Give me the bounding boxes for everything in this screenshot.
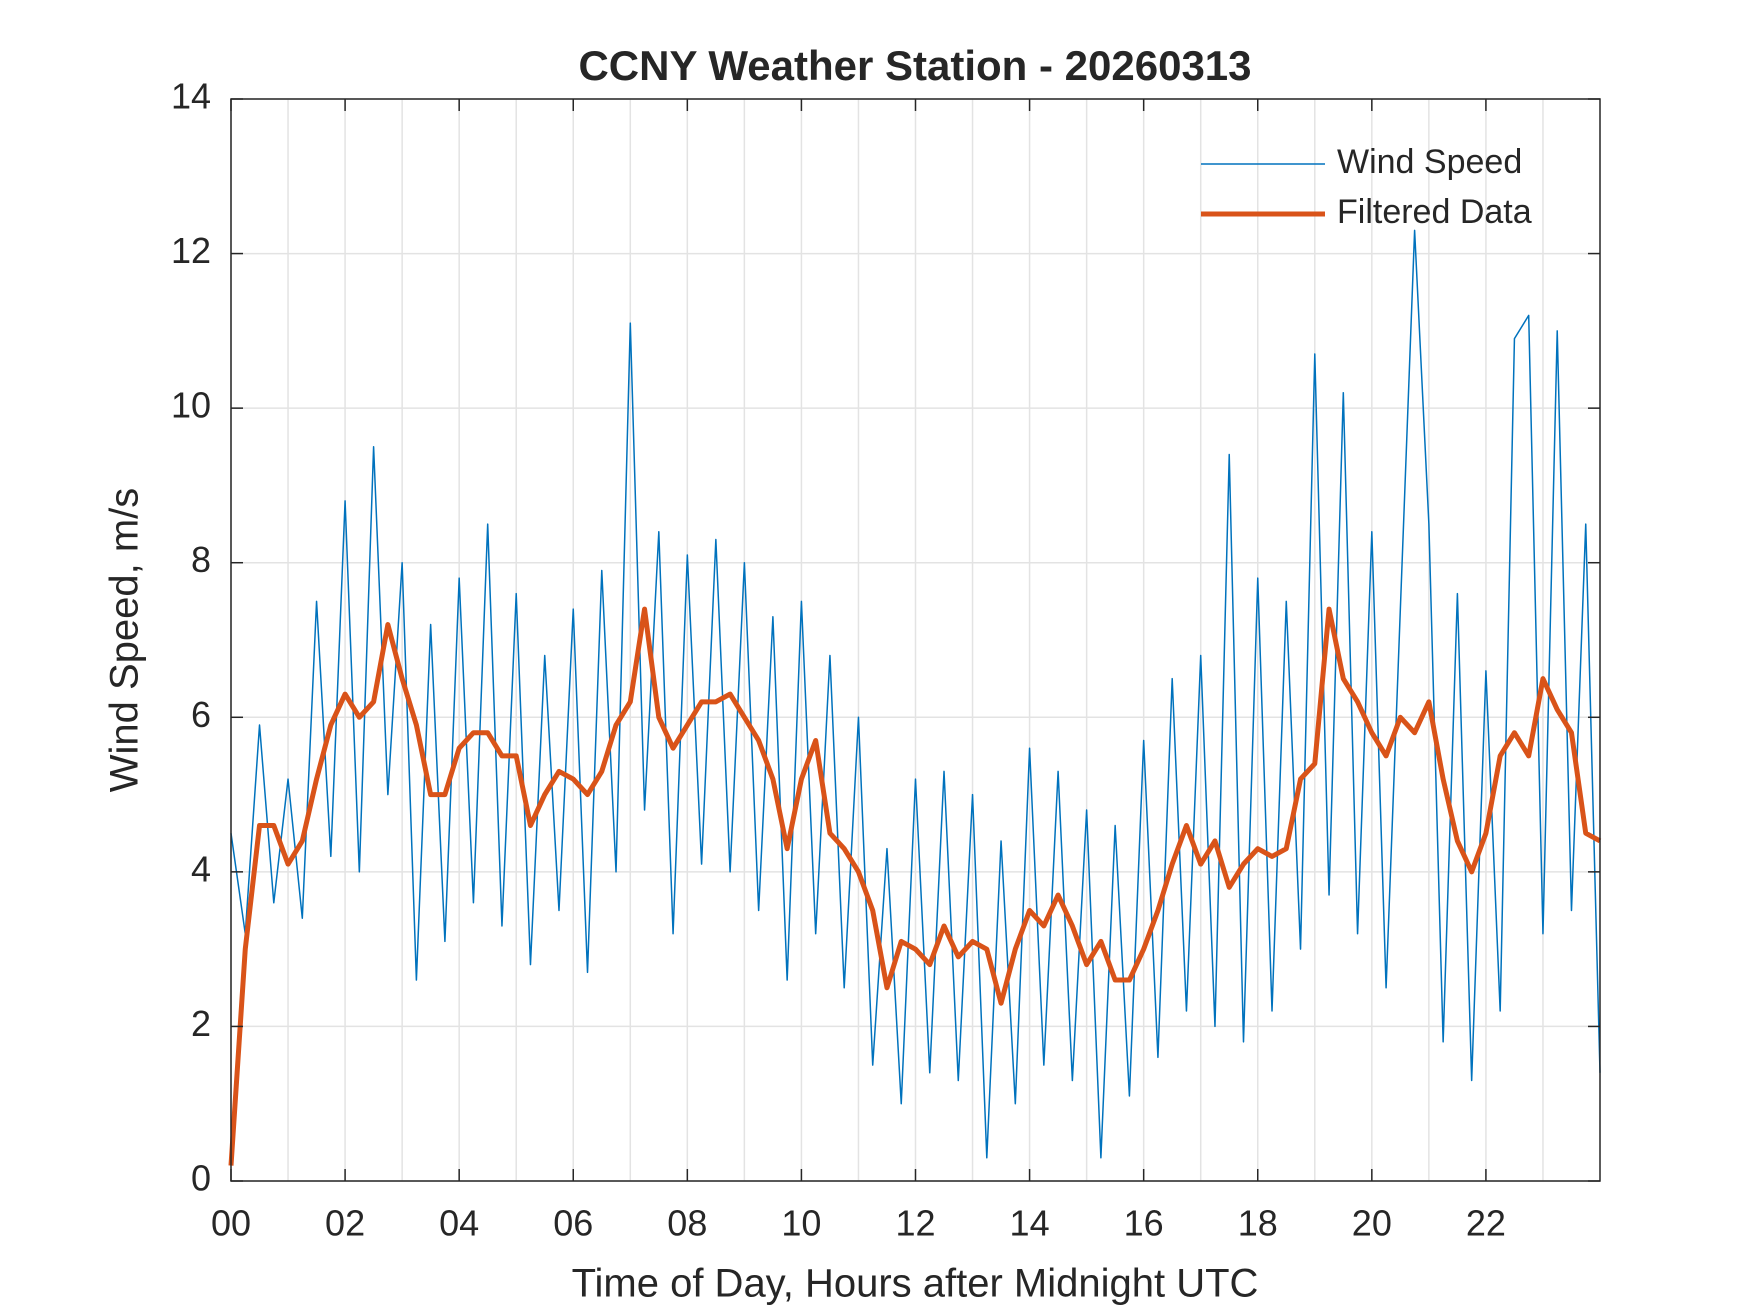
legend-label: Filtered Data [1337, 193, 1532, 231]
x-tick-label: 14 [1010, 1203, 1050, 1244]
x-axis-label: Time of Day, Hours after Midnight UTC [572, 1262, 1259, 1306]
y-tick-label: 14 [171, 76, 211, 117]
y-tick-label: 12 [171, 230, 211, 271]
x-tick-label: 02 [325, 1203, 365, 1244]
y-axis-label: Wind Speed, m/s [103, 488, 147, 793]
x-tick-label: 12 [895, 1203, 935, 1244]
x-tick-label: 16 [1124, 1203, 1164, 1244]
y-tick-label: 10 [171, 385, 211, 426]
y-tick-label: 8 [191, 539, 211, 580]
x-tick-label: 10 [781, 1203, 821, 1244]
x-tick-label: 20 [1352, 1203, 1392, 1244]
x-tick-label: 04 [439, 1203, 479, 1244]
legend-label: Wind Speed [1337, 143, 1522, 181]
x-tick-label: 00 [211, 1203, 251, 1244]
y-tick-label: 0 [191, 1158, 211, 1199]
data-line [228, 606, 1602, 1166]
x-tick-label: 18 [1238, 1203, 1278, 1244]
y-tick-label: 2 [191, 1003, 211, 1044]
data-line [230, 229, 1601, 1159]
y-tick-label: 4 [191, 848, 211, 889]
chart-title: CCNY Weather Station - 20260313 [578, 42, 1251, 89]
x-tick-label: 08 [667, 1203, 707, 1244]
x-tick-label: 22 [1466, 1203, 1506, 1244]
y-tick-label: 6 [191, 694, 211, 735]
x-tick-label: 06 [553, 1203, 593, 1244]
